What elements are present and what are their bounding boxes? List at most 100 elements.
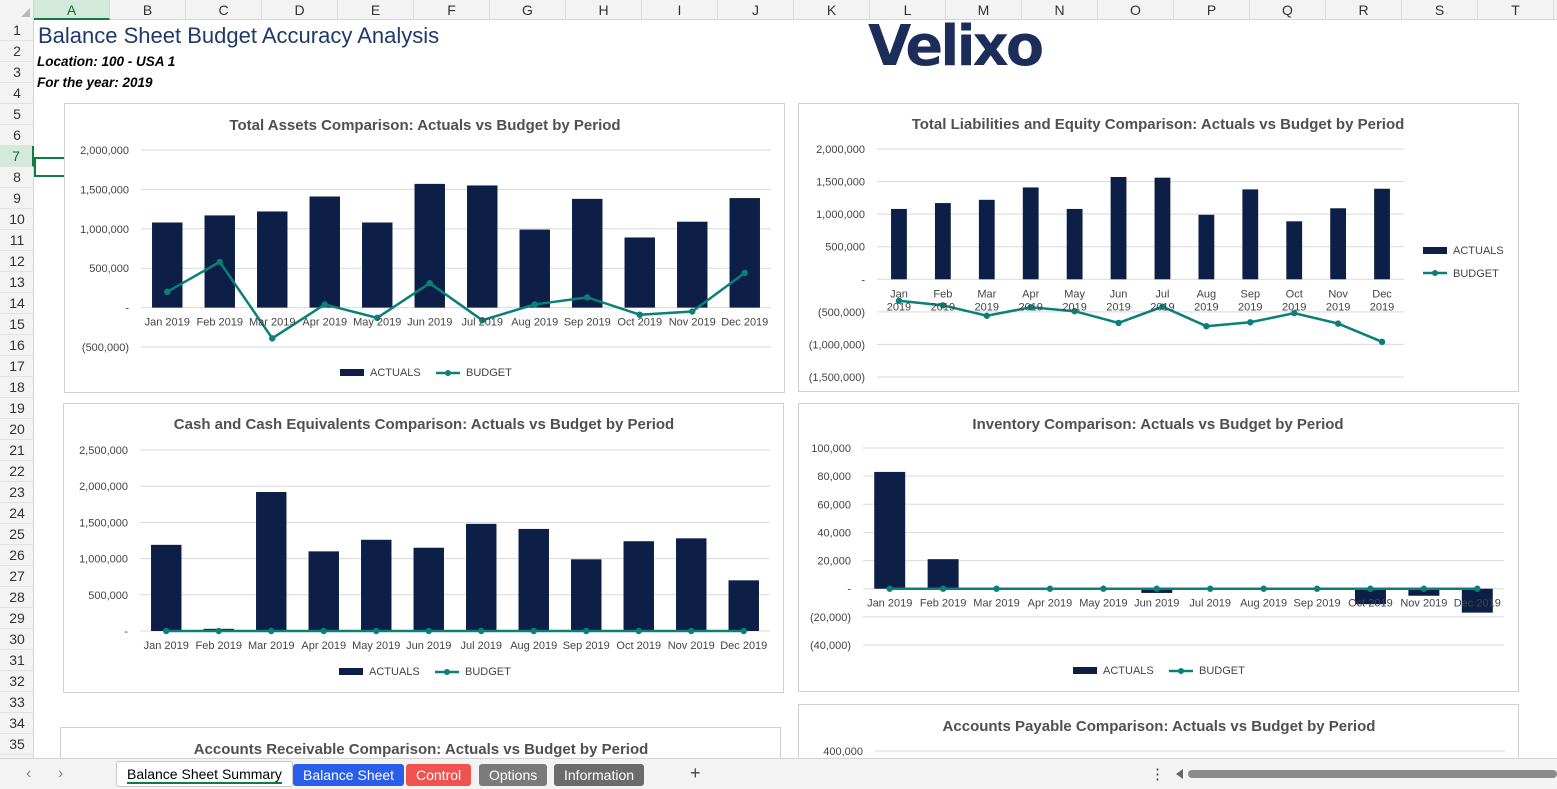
budget-point[interactable] [1115,319,1122,327]
year-label[interactable]: For the year: 2019 [37,75,153,90]
budget-point[interactable] [268,627,275,635]
actuals-bar[interactable] [518,528,549,631]
column-header-p[interactable]: P [1174,0,1250,20]
actuals-bar[interactable] [1022,187,1039,280]
budget-point[interactable] [164,288,171,296]
tab-options[interactable]: Options [479,764,548,786]
row-header-35[interactable]: 35 [0,734,34,755]
tab-balance-sheet[interactable]: Balance Sheet [293,764,405,786]
budget-point[interactable] [1334,320,1342,327]
row-header-15[interactable]: 15 [0,314,34,335]
actuals-bar[interactable] [571,559,602,631]
budget-point[interactable] [1474,585,1481,592]
row-header-33[interactable]: 33 [0,692,34,713]
budget-point[interactable] [215,627,222,635]
budget-point[interactable] [426,279,433,287]
budget-point[interactable] [741,269,748,277]
row-header-10[interactable]: 10 [0,209,34,230]
budget-point[interactable] [425,627,432,635]
budget-point[interactable] [530,627,537,635]
budget-point[interactable] [531,301,538,308]
row-header-34[interactable]: 34 [0,713,34,734]
column-header-t[interactable]: T [1478,0,1554,20]
total-assets-chart[interactable]: Total Assets Comparison: Actuals vs Budg… [64,103,785,393]
budget-point[interactable] [1071,308,1078,315]
column-header-e[interactable]: E [338,0,414,20]
column-header-m[interactable]: M [946,0,1022,20]
actuals-bar[interactable] [623,541,654,631]
row-header-26[interactable]: 26 [0,545,34,566]
budget-point[interactable] [1247,319,1254,326]
row-header-14[interactable]: 14 [0,293,34,314]
row-header-17[interactable]: 17 [0,356,34,377]
actuals-bar[interactable] [1374,188,1390,280]
actuals-bar[interactable] [519,229,550,308]
location-label[interactable]: Location: 100 - USA 1 [37,54,176,69]
budget-point[interactable] [895,297,903,304]
row-header-2[interactable]: 2 [0,41,34,62]
actuals-bar[interactable] [361,539,392,631]
actuals-bar[interactable] [624,237,655,308]
row-header-9[interactable]: 9 [0,188,34,209]
actuals-bar[interactable] [1154,177,1171,280]
actuals-bar[interactable] [728,580,759,631]
row-header-27[interactable]: 27 [0,566,34,587]
more-options-icon[interactable]: ⋮ [1150,766,1165,783]
scroll-left-icon[interactable] [1176,769,1183,779]
budget-point[interactable] [1046,585,1054,592]
row-header-8[interactable]: 8 [0,167,34,188]
column-header-b[interactable]: B [110,0,186,20]
actuals-bar[interactable] [1286,221,1303,280]
sheet-title[interactable]: Balance Sheet Budget Accuracy Analysis [38,23,440,48]
horizontal-scrollbar[interactable] [1174,768,1557,780]
column-header-h[interactable]: H [566,0,642,20]
actuals-bar[interactable] [874,471,906,589]
budget-point[interactable] [479,317,486,324]
actuals-bar[interactable] [891,208,907,280]
cash-equivalents-chart[interactable]: Cash and Cash Equivalents Comparison: Ac… [63,403,784,693]
budget-point[interactable] [1027,304,1034,311]
actuals-bar[interactable] [1242,189,1259,280]
column-header-j[interactable]: J [718,0,794,20]
tab-information[interactable]: Information [554,764,645,786]
actuals-bar[interactable] [309,196,340,308]
actuals-bar[interactable] [729,198,760,308]
actuals-bar[interactable] [151,544,182,631]
row-header-7[interactable]: 7 [0,146,34,167]
budget-point[interactable] [1153,585,1160,592]
column-header-a[interactable]: A [34,0,110,20]
row-header-12[interactable]: 12 [0,251,34,272]
budget-point[interactable] [1100,585,1107,592]
budget-point[interactable] [373,627,380,635]
actuals-bar[interactable] [466,523,497,631]
actuals-bar[interactable] [414,183,445,308]
budget-point[interactable] [635,627,642,635]
inventory-chart[interactable]: Inventory Comparison: Actuals vs Budget … [798,403,1519,692]
row-header-23[interactable]: 23 [0,482,34,503]
budget-point[interactable] [1420,585,1428,592]
column-header-c[interactable]: C [186,0,262,20]
budget-point[interactable] [269,335,276,342]
row-header-5[interactable]: 5 [0,104,34,125]
row-header-4[interactable]: 4 [0,83,34,104]
budget-point[interactable] [939,302,947,309]
column-header-s[interactable]: S [1402,0,1478,20]
row-header-3[interactable]: 3 [0,62,34,83]
actuals-bar[interactable] [1110,177,1127,280]
column-header-r[interactable]: R [1326,0,1402,20]
budget-point[interactable] [688,627,695,635]
actuals-bar[interactable] [256,491,287,631]
budget-line[interactable] [898,299,1383,343]
row-header-11[interactable]: 11 [0,230,34,251]
column-header-n[interactable]: N [1022,0,1098,20]
budget-point[interactable] [886,585,893,592]
actuals-bar[interactable] [467,185,498,308]
actuals-bar[interactable] [927,559,959,589]
add-sheet-button[interactable]: + [690,763,701,783]
budget-point[interactable] [740,627,747,635]
row-header-31[interactable]: 31 [0,650,34,671]
row-header-1[interactable]: 1 [0,20,34,41]
actuals-bar[interactable] [413,547,444,631]
budget-point[interactable] [374,314,381,322]
actuals-bar[interactable] [1354,588,1386,605]
